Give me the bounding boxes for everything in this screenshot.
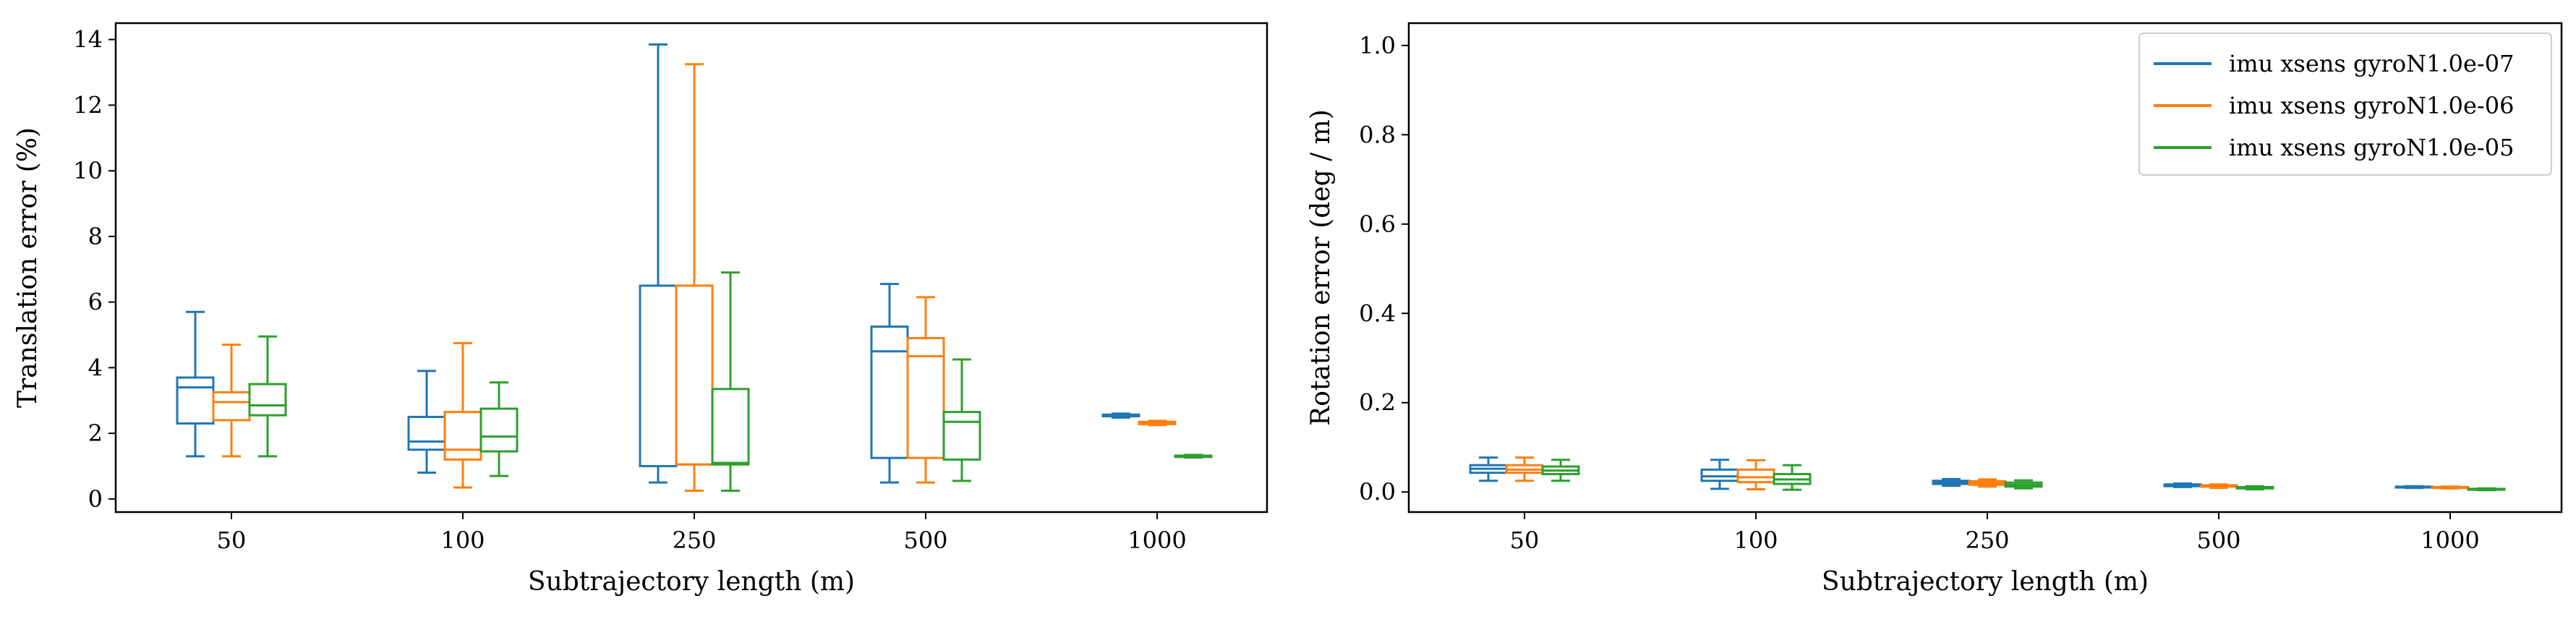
y-tick-label: 0.4: [1359, 299, 1396, 327]
iqr-box: [711, 388, 750, 466]
box-500-series-3[interactable]: [2235, 485, 2274, 491]
iqr-box: [870, 325, 909, 459]
x-axis-label: Subtrajectory length (m): [528, 567, 855, 597]
iqr-box: [479, 407, 519, 453]
box-500-series-3[interactable]: [942, 358, 981, 482]
x-tick-label: 250: [1965, 527, 2009, 554]
iqr-box: [176, 376, 215, 425]
box-250-series-2[interactable]: [675, 63, 714, 493]
box-1000-series-2[interactable]: [2431, 485, 2470, 490]
series-3: [1541, 459, 2506, 492]
y-tick-label: 0.6: [1359, 210, 1396, 238]
x-tick-label: 50: [1510, 527, 1540, 554]
box-1000-series-1[interactable]: [1101, 412, 1140, 419]
series-1: [176, 43, 1140, 484]
rotation-error-panel: 0.0 0.2 0.4 0.6 0.8 1.0 50 100 250 500 1000 Subtraj…: [1306, 22, 2563, 597]
box-250-series-2[interactable]: [1968, 478, 2007, 488]
box-500-series-1[interactable]: [2163, 482, 2202, 488]
x-tick-label: 500: [2196, 527, 2240, 554]
box-250-series-1[interactable]: [639, 43, 678, 484]
legend-label: imu xsens gyroN1.0e-07: [2229, 50, 2514, 77]
iqr-box: [942, 411, 981, 461]
box-100-series-1[interactable]: [1700, 459, 1739, 490]
iqr-box: [212, 391, 251, 422]
iqr-box: [906, 337, 945, 459]
legend-label: imu xsens gyroN1.0e-06: [2229, 92, 2514, 119]
series-2: [212, 63, 1177, 493]
legend: imu xsens gyroN1.0e-07 imu xsens gyroN1.0…: [2138, 33, 2552, 176]
box-100-series-1[interactable]: [407, 370, 446, 474]
box-50-series-2[interactable]: [1505, 456, 1544, 482]
y-tick-label: 4: [88, 354, 103, 381]
box-50-series-1[interactable]: [1469, 456, 1508, 482]
box-250-series-3[interactable]: [2004, 479, 2043, 490]
box-50-series-2[interactable]: [212, 344, 251, 458]
y-tick-label: 12: [73, 91, 103, 119]
y-tick-label: 0.0: [1359, 478, 1396, 506]
box-50-series-1[interactable]: [176, 310, 215, 458]
iqr-box: [1736, 468, 1775, 484]
y-tick-label: 0.2: [1359, 389, 1396, 417]
x-axis-label: Subtrajectory length (m): [1822, 567, 2149, 597]
box-50-series-3[interactable]: [248, 335, 287, 458]
box-100-series-2[interactable]: [1736, 459, 1775, 491]
y-tick-label: 1.0: [1359, 32, 1396, 59]
series-1: [1469, 456, 2434, 490]
iqr-box: [639, 284, 678, 467]
plot-frame: [114, 22, 1268, 514]
x-tick-label: 500: [903, 527, 947, 554]
legend-entry-3: imu xsens gyroN1.0e-05: [2154, 134, 2514, 161]
box-50-series-3[interactable]: [1541, 459, 1580, 482]
x-tick-label: 100: [440, 527, 485, 554]
box-500-series-2[interactable]: [2199, 483, 2238, 490]
legend-label: imu xsens gyroN1.0e-05: [2229, 134, 2514, 161]
y-tick-label: 14: [73, 26, 103, 54]
x-tick-label: 100: [1733, 527, 1778, 554]
series-2: [1505, 456, 2470, 491]
iqr-box: [675, 284, 714, 466]
legend-frame: [2138, 33, 2552, 176]
plot-frame: [1407, 22, 2563, 514]
box-250-series-3[interactable]: [711, 271, 750, 493]
box-250-series-1[interactable]: [1932, 477, 1971, 487]
legend-entry-1: imu xsens gyroN1.0e-07: [2154, 50, 2514, 77]
y-tick-label: 0: [88, 485, 103, 513]
x-tick-label: 1000: [2421, 527, 2479, 554]
iqr-box: [1700, 468, 1739, 482]
box-1000-series-3[interactable]: [2467, 487, 2506, 492]
translation-error-panel: 0 2 4 6 8 10 12 14 50 100 250 500 1000 Subtrajectory …: [13, 22, 1268, 597]
iqr-box: [407, 415, 446, 451]
y-axis-label: Rotation error (deg / m): [1306, 109, 1336, 426]
x-tick-label: 50: [217, 527, 247, 554]
box-1000-series-1[interactable]: [2394, 485, 2434, 490]
series-3: [248, 271, 1213, 493]
y-axis-label: Translation error (%): [13, 127, 43, 408]
y-tick-label: 10: [73, 157, 103, 184]
box-100-series-3[interactable]: [1773, 464, 1812, 491]
box-100-series-2[interactable]: [443, 341, 482, 489]
y-tick-label: 2: [88, 419, 103, 447]
x-tick-label: 250: [672, 527, 716, 554]
y-tick-label: 8: [88, 223, 103, 250]
box-500-series-1[interactable]: [870, 283, 909, 484]
x-tick-label: 1000: [1127, 527, 1186, 554]
box-100-series-3[interactable]: [479, 381, 519, 477]
box-500-series-2[interactable]: [906, 296, 945, 484]
iqr-box: [248, 383, 287, 417]
y-tick-label: 6: [88, 289, 103, 316]
box-1000-series-3[interactable]: [1174, 453, 1213, 459]
legend-entry-2: imu xsens gyroN1.0e-06: [2154, 92, 2514, 119]
box-1000-series-2[interactable]: [1138, 419, 1177, 427]
iqr-box: [443, 411, 482, 461]
y-tick-label: 0.8: [1359, 121, 1396, 148]
